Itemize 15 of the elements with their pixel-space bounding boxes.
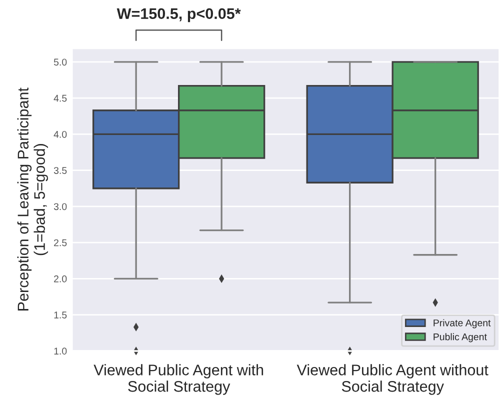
y-axis-title: Perception of Leaving Participant (1=bad, 5=good) bbox=[17, 88, 48, 310]
y-tick-label: 1.5 bbox=[54, 312, 67, 318]
legend-label: Private Agent bbox=[434, 319, 491, 328]
x-tick-label: Viewed Public Agent with Social Strategy bbox=[94, 364, 264, 395]
legend-label: Public Agent bbox=[434, 333, 487, 342]
y-tick-label: 2.5 bbox=[54, 239, 67, 246]
y-tick-label: 1.0 bbox=[54, 348, 67, 355]
y-tick-label: 4.0 bbox=[54, 130, 67, 138]
y-tick-label: 3.0 bbox=[54, 203, 67, 210]
y-tick-label: 2.0 bbox=[54, 275, 67, 282]
y-tick-label: 4.5 bbox=[54, 94, 67, 102]
y-tick-label: 3.5 bbox=[54, 167, 67, 174]
x-tick-label: Viewed Public Agent without Social Strategy bbox=[296, 364, 488, 395]
y-tick-label: 5.0 bbox=[54, 58, 67, 66]
text: W=150.5, p<0.05* bbox=[116, 8, 241, 22]
